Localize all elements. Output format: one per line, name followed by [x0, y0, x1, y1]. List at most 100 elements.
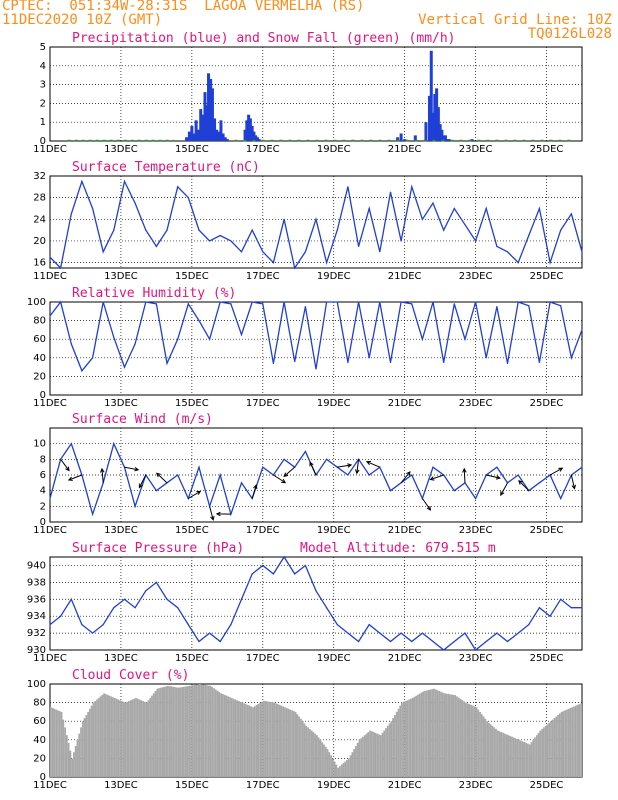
- precip-bar: [442, 135, 446, 141]
- cloud-bar: [317, 737, 320, 777]
- y-tick-label: 938: [27, 577, 46, 588]
- y-tick-label: 32: [33, 171, 46, 182]
- cloud-bar: [80, 727, 82, 777]
- humidity-point: [272, 362, 275, 364]
- temperature-point: [49, 256, 51, 258]
- cloud-bar: [119, 700, 121, 777]
- x-tick-label: 17DEC: [246, 780, 280, 791]
- wind-arrow-head: [196, 490, 202, 495]
- x-tick-label: 19DEC: [317, 398, 351, 409]
- cloud-bar: [551, 719, 554, 777]
- pressure-point: [240, 598, 243, 600]
- cloud-bar: [535, 735, 538, 777]
- humidity-point: [432, 301, 434, 303]
- humidity-point: [453, 303, 455, 305]
- wind-arrow: [251, 484, 257, 499]
- cloud-bar: [344, 761, 347, 777]
- cloud-bar: [163, 686, 166, 777]
- cloud-bar: [516, 739, 519, 777]
- cloud-bar: [369, 730, 371, 777]
- precip-bar: [252, 131, 256, 141]
- precip-bar: [257, 139, 261, 141]
- cloud-bar: [447, 693, 449, 777]
- wind-point: [113, 443, 115, 445]
- x-tick-label: 23DEC: [459, 144, 493, 155]
- cloud-bar: [383, 730, 386, 777]
- precip-bar: [245, 120, 249, 141]
- precip-bar: [424, 122, 428, 141]
- cloud-bar: [402, 701, 405, 777]
- temperature-point: [326, 261, 328, 264]
- temperature-point: [528, 234, 530, 237]
- cloud-bar: [120, 701, 123, 777]
- cloud-bar: [464, 702, 467, 777]
- cloud-bar: [312, 732, 315, 777]
- wind-point: [389, 490, 392, 492]
- y-tick-label: 4: [40, 61, 46, 72]
- x-tick-label: 17DEC: [246, 144, 280, 155]
- temperature-point: [81, 180, 83, 183]
- cloud-bar: [186, 686, 189, 777]
- cloud-bar: [525, 742, 528, 777]
- cloud-bar: [521, 741, 524, 777]
- cloud-bar: [278, 704, 281, 777]
- cloud-bar: [388, 723, 391, 777]
- y-tick-label: 1: [40, 117, 46, 128]
- temperature-point: [485, 207, 487, 210]
- cloud-bar: [372, 732, 375, 777]
- wind-point: [198, 466, 200, 468]
- cloud-bar: [557, 715, 559, 777]
- humidity-point: [517, 301, 519, 303]
- x-tick-label: 15DEC: [175, 271, 209, 282]
- humidity-point: [485, 357, 487, 359]
- x-tick-label: 19DEC: [317, 780, 351, 791]
- temperature-point: [60, 267, 62, 269]
- cloud-bar: [202, 684, 205, 777]
- temperature-point: [581, 251, 583, 253]
- cloud-bar: [151, 695, 153, 777]
- x-tick-label: 13DEC: [104, 653, 138, 664]
- cloud-bar: [386, 725, 389, 777]
- wind-point: [219, 474, 221, 476]
- x-tick-label: 19DEC: [317, 525, 351, 536]
- x-tick-label: 11DEC: [33, 271, 67, 282]
- cloud-bar: [574, 705, 577, 777]
- wind-arrow-head: [429, 476, 435, 481]
- humidity-point: [145, 301, 147, 303]
- cloud-bar: [140, 700, 143, 777]
- x-tick-label: 23DEC: [459, 398, 493, 409]
- cloud-bar: [188, 685, 191, 777]
- precip-bar: [223, 137, 227, 141]
- cloud-bar: [534, 737, 536, 777]
- wind-arrow-head: [100, 467, 105, 473]
- cloud-bar: [115, 698, 118, 777]
- wind-point: [155, 490, 157, 492]
- x-tick-label: 13DEC: [104, 780, 138, 791]
- cloud-bar: [370, 731, 373, 777]
- cloud-bar: [289, 709, 292, 777]
- cloud-bar: [328, 752, 331, 777]
- precip-bar: [440, 129, 444, 141]
- precip-bar: [427, 95, 431, 141]
- cloud-bar: [491, 725, 494, 777]
- x-tick-label: 21DEC: [388, 144, 422, 155]
- x-tick-label: 15DEC: [175, 144, 209, 155]
- cloud-bar: [181, 687, 183, 777]
- precip-panel: 0 1 2 3 4 5 11DEC 13DEC 15DEC 17DEC 19DEC 21DEC 23DE…: [33, 31, 583, 155]
- cloud-bar: [484, 718, 487, 777]
- y-tick-label: 934: [27, 611, 46, 622]
- cloud-bar: [580, 703, 582, 777]
- cloud-bar: [308, 728, 311, 777]
- cloud-bar: [230, 697, 233, 777]
- cloud-bar: [229, 697, 231, 777]
- cloud-bar: [362, 736, 364, 777]
- humidity-frame: [49, 301, 583, 396]
- precip-bar: [470, 139, 474, 141]
- x-tick-label: 21DEC: [388, 780, 422, 791]
- pressure-point: [560, 598, 562, 600]
- cloud-bar: [92, 702, 95, 777]
- cloud-bar: [246, 704, 249, 777]
- wind-arrow-head: [215, 511, 221, 517]
- humidity-point: [443, 361, 445, 364]
- temperature-title: Surface Temperature (nC): [72, 160, 260, 175]
